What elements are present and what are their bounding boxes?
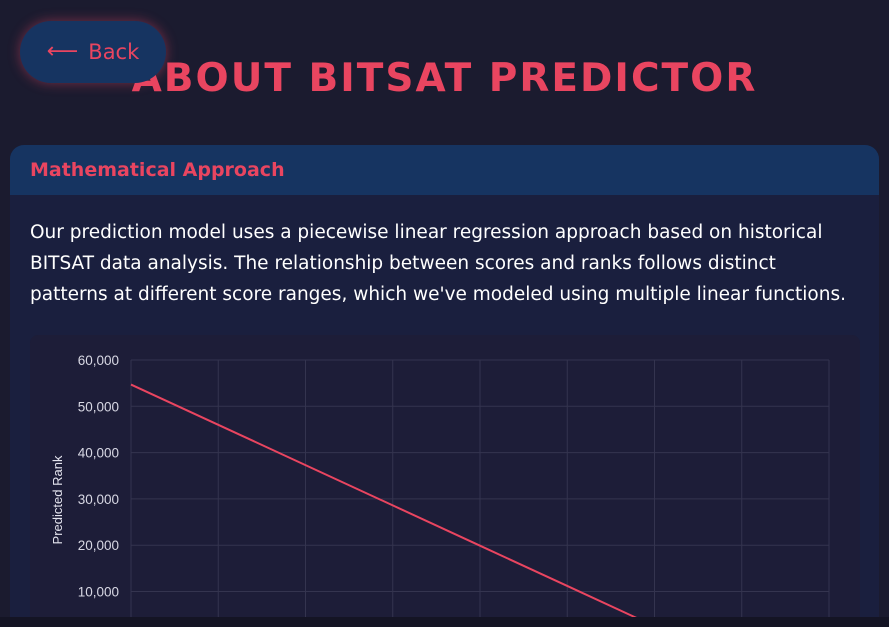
page-title: ABOUT BITSAT PREDICTOR bbox=[131, 56, 758, 101]
y-tick-label: 20,000 bbox=[78, 538, 119, 553]
y-axis-ticks: 10,000 20,000 30,000 40,000 50,000 60,000 bbox=[78, 353, 119, 600]
back-button[interactable]: ⟵ Back bbox=[20, 21, 166, 83]
approach-card: Mathematical Approach Our prediction mod… bbox=[10, 145, 879, 627]
chart-series bbox=[130, 383, 655, 627]
back-button-label: Back bbox=[88, 40, 140, 64]
y-tick-label: 30,000 bbox=[78, 492, 119, 507]
bottom-edge bbox=[0, 617, 889, 627]
y-tick-label: 10,000 bbox=[78, 585, 119, 600]
card-paragraph: Our prediction model uses a piecewise li… bbox=[30, 222, 846, 305]
card-body: Our prediction model uses a piecewise li… bbox=[10, 195, 879, 310]
card-header: Mathematical Approach bbox=[10, 145, 879, 195]
series-line bbox=[130, 383, 655, 627]
rank-chart: 10,000 20,000 30,000 40,000 50,000 60,000 Pre… bbox=[30, 335, 860, 627]
y-tick-label: 40,000 bbox=[78, 446, 119, 461]
y-axis-title: Predicted Rank bbox=[50, 455, 65, 544]
y-tick-label: 50,000 bbox=[78, 399, 119, 414]
rank-chart-svg: 10,000 20,000 30,000 40,000 50,000 60,000 Pre… bbox=[50, 353, 830, 627]
chart-grid bbox=[130, 359, 830, 627]
card-heading: Mathematical Approach bbox=[30, 159, 285, 181]
arrow-left-icon: ⟵ bbox=[46, 39, 79, 64]
y-tick-label: 60,000 bbox=[78, 353, 119, 368]
